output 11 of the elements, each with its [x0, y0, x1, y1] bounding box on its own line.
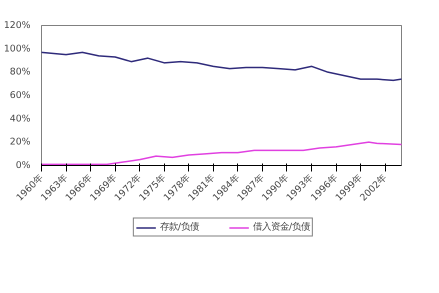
y-tick-label: 120% [4, 20, 31, 31]
y-tick-label: 40% [10, 113, 31, 124]
y-tick-label: 80% [10, 66, 31, 78]
y-tick-label: 60% [10, 90, 31, 101]
line-series [42, 52, 402, 82]
y-tick-label: 100% [4, 43, 31, 54]
line-series [42, 141, 402, 166]
legend-label: 存款/负债 [160, 220, 199, 234]
y-tick-label: 0% [16, 160, 31, 171]
y-tick-label: 20% [10, 136, 31, 148]
legend-label: 借入资金/负债 [253, 220, 310, 234]
